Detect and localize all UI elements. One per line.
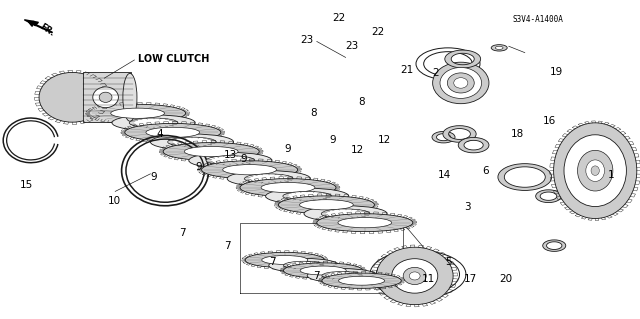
Text: LOW CLUTCH: LOW CLUTCH: [138, 54, 209, 64]
Ellipse shape: [300, 200, 353, 210]
Ellipse shape: [240, 179, 336, 197]
Text: 9: 9: [195, 162, 202, 173]
Text: 23: 23: [301, 35, 314, 45]
Text: 2: 2: [432, 68, 438, 78]
Ellipse shape: [591, 166, 600, 175]
Ellipse shape: [266, 188, 349, 204]
Text: 9: 9: [150, 172, 157, 182]
Ellipse shape: [262, 256, 308, 264]
Text: FR.: FR.: [38, 22, 56, 38]
Text: 10: 10: [108, 196, 120, 206]
Text: 5: 5: [445, 256, 451, 267]
Ellipse shape: [39, 72, 106, 122]
Ellipse shape: [123, 73, 137, 121]
Ellipse shape: [163, 143, 259, 160]
Text: 13: 13: [224, 150, 237, 160]
Text: 4: 4: [157, 129, 163, 139]
Ellipse shape: [577, 150, 613, 191]
Ellipse shape: [244, 174, 293, 183]
Ellipse shape: [150, 134, 234, 150]
Text: 20: 20: [499, 274, 512, 284]
Ellipse shape: [111, 108, 164, 118]
Ellipse shape: [189, 152, 272, 168]
Text: 7: 7: [314, 271, 320, 281]
Ellipse shape: [99, 92, 112, 102]
Ellipse shape: [283, 191, 332, 201]
Ellipse shape: [338, 218, 392, 228]
Ellipse shape: [206, 156, 255, 165]
Ellipse shape: [93, 87, 118, 108]
Text: 19: 19: [550, 67, 563, 77]
Ellipse shape: [410, 272, 420, 280]
Ellipse shape: [129, 118, 178, 128]
Text: 6: 6: [482, 166, 488, 176]
Text: 16: 16: [543, 116, 556, 126]
Text: 9: 9: [240, 153, 246, 164]
Text: 17: 17: [464, 274, 477, 284]
Ellipse shape: [554, 123, 637, 219]
Text: S3V4-A1400A: S3V4-A1400A: [512, 15, 563, 24]
Ellipse shape: [227, 171, 310, 187]
Text: 18: 18: [511, 129, 524, 139]
Text: 8: 8: [310, 108, 317, 118]
Ellipse shape: [284, 261, 324, 270]
Ellipse shape: [125, 123, 221, 141]
Ellipse shape: [403, 267, 426, 285]
Text: 21: 21: [401, 65, 413, 75]
Ellipse shape: [317, 214, 413, 232]
Ellipse shape: [202, 161, 298, 179]
Ellipse shape: [447, 73, 474, 93]
Text: 12: 12: [378, 135, 390, 145]
Text: 7: 7: [269, 256, 275, 267]
Polygon shape: [24, 20, 38, 26]
Ellipse shape: [495, 46, 503, 49]
Ellipse shape: [307, 269, 378, 283]
Text: 14: 14: [438, 170, 451, 181]
Ellipse shape: [322, 271, 363, 280]
Ellipse shape: [564, 135, 627, 207]
Text: 22: 22: [333, 12, 346, 23]
Ellipse shape: [284, 263, 363, 278]
Ellipse shape: [146, 127, 200, 137]
Text: 1: 1: [608, 170, 614, 181]
Text: 9: 9: [330, 135, 336, 145]
Ellipse shape: [168, 137, 216, 147]
Ellipse shape: [300, 266, 346, 275]
Text: 22: 22: [371, 27, 384, 37]
Text: 23: 23: [346, 41, 358, 51]
Text: 11: 11: [422, 274, 435, 284]
Ellipse shape: [433, 62, 489, 104]
Ellipse shape: [184, 146, 238, 157]
Text: 12: 12: [351, 145, 364, 155]
Ellipse shape: [322, 273, 401, 288]
Ellipse shape: [261, 182, 315, 193]
Ellipse shape: [392, 259, 438, 293]
Ellipse shape: [454, 78, 468, 88]
Text: 9: 9: [285, 144, 291, 154]
Ellipse shape: [492, 45, 508, 51]
Ellipse shape: [321, 209, 370, 219]
Ellipse shape: [269, 258, 339, 272]
Ellipse shape: [278, 196, 374, 214]
Text: 7: 7: [179, 228, 186, 238]
Text: 3: 3: [464, 202, 470, 212]
Ellipse shape: [245, 252, 324, 268]
Ellipse shape: [586, 160, 605, 182]
Ellipse shape: [112, 115, 195, 131]
Text: 15: 15: [20, 180, 33, 190]
Ellipse shape: [304, 206, 387, 222]
Ellipse shape: [223, 165, 276, 175]
Text: 8: 8: [358, 97, 365, 107]
Ellipse shape: [90, 104, 186, 122]
Ellipse shape: [376, 247, 453, 305]
Ellipse shape: [440, 67, 481, 98]
Text: 7: 7: [224, 241, 230, 251]
FancyBboxPatch shape: [83, 72, 131, 122]
Ellipse shape: [339, 276, 385, 285]
